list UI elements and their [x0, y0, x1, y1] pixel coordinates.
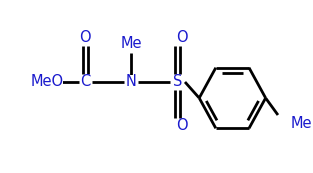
Text: N: N [126, 75, 136, 89]
Text: Me: Me [290, 116, 312, 131]
Text: O: O [176, 119, 188, 134]
Text: O: O [80, 30, 91, 45]
Text: S: S [173, 75, 182, 89]
Text: C: C [80, 75, 90, 89]
Text: MeO: MeO [30, 75, 64, 89]
Text: O: O [176, 30, 188, 45]
Text: Me: Me [120, 37, 142, 52]
